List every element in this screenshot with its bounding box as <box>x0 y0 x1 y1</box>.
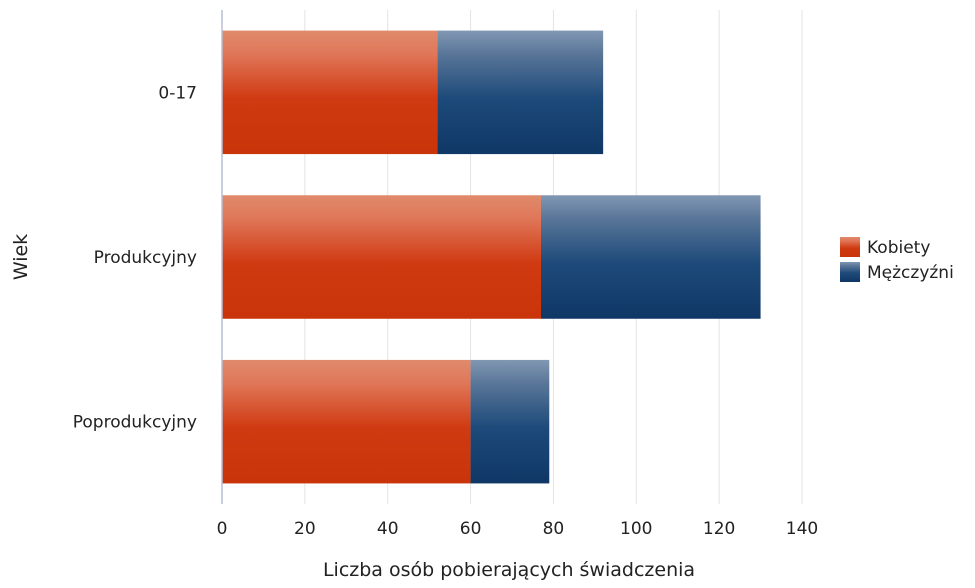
x-tick-label: 0 <box>217 519 228 539</box>
bar-kobiety <box>222 195 541 319</box>
x-axis-title: Liczba osób pobierających świadczenia <box>323 559 695 581</box>
bar-mezczyzni <box>437 30 604 155</box>
x-tick-label: 120 <box>703 519 735 539</box>
legend: Kobiety Mężczyźni <box>840 237 954 283</box>
y-axis-title: Wiek <box>10 234 32 280</box>
legend-swatch <box>840 262 860 282</box>
axes: 0 20 40 60 80 100 120 140 0-17 Produkcyjny Poprodu… <box>10 10 818 581</box>
legend-swatch <box>840 237 860 257</box>
y-tick-label: Produkcyjny <box>94 248 197 268</box>
x-tick-label: 40 <box>377 519 399 539</box>
bar-kobiety <box>222 359 471 484</box>
legend-label: Mężczyźni <box>867 263 954 283</box>
bar-mezczyzni <box>470 359 550 484</box>
bar-kobiety <box>222 30 438 155</box>
y-tick-label: Poprodukcyjny <box>73 413 197 433</box>
legend-label: Kobiety <box>867 238 930 258</box>
bars <box>222 30 761 484</box>
x-tick-label: 100 <box>620 519 652 539</box>
x-tick-label: 80 <box>543 519 565 539</box>
bar-mezczyzni <box>541 195 761 319</box>
x-tick-label: 20 <box>294 519 316 539</box>
x-tick-label: 140 <box>786 519 818 539</box>
x-tick-label: 60 <box>460 519 482 539</box>
y-tick-label: 0-17 <box>158 83 197 103</box>
